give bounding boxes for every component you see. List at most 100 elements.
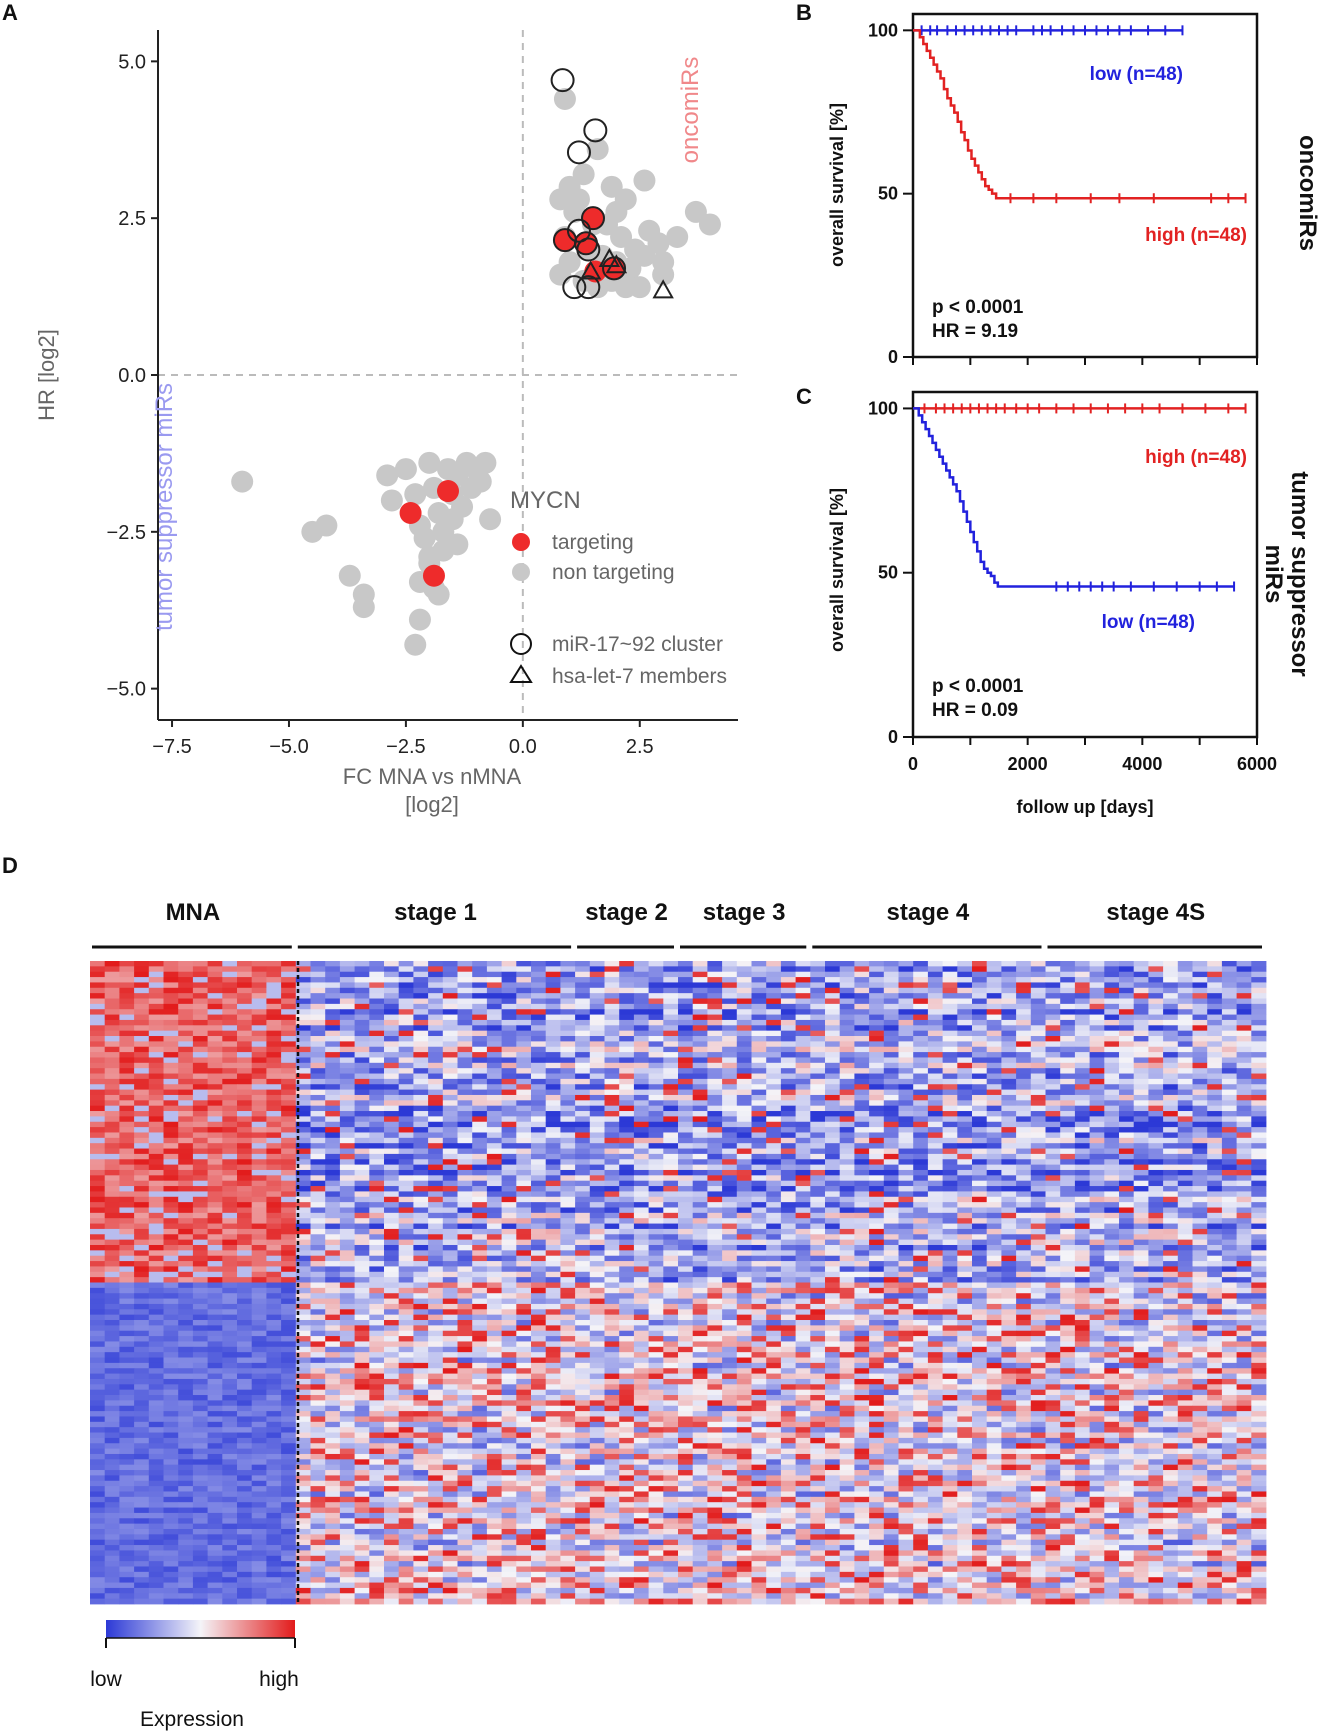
- d-heat-cell: [633, 966, 649, 973]
- d-heat-cell: [457, 1078, 473, 1085]
- d-heat-cell: [825, 1153, 841, 1160]
- d-heat-cell: [1236, 1068, 1252, 1074]
- d-heat-cell: [163, 1164, 179, 1171]
- a-non-targeting-point: [572, 163, 595, 186]
- d-heat-cell: [442, 1234, 458, 1241]
- d-heat-cell: [810, 982, 826, 989]
- d-heat-cell: [90, 1127, 106, 1133]
- d-heat-cell: [1074, 1266, 1090, 1273]
- d-heat-cell: [1104, 1228, 1120, 1235]
- d-heat-cell: [722, 1078, 738, 1085]
- d-heat-cell: [722, 1196, 738, 1203]
- d-heat-cell: [736, 1271, 752, 1278]
- d-heat-cell: [1074, 1073, 1090, 1080]
- d-heat-cell: [692, 1186, 708, 1192]
- d-heat-cell: [369, 1250, 385, 1257]
- d-heat-cell: [369, 1202, 385, 1208]
- d-heat-cell: [354, 1218, 370, 1224]
- d-heat-cell: [237, 1169, 253, 1176]
- d-heat-cell: [251, 1041, 267, 1048]
- d-heat-cell: [854, 1057, 870, 1064]
- d-heat-cell: [428, 1041, 444, 1048]
- d-heat-cell: [633, 1186, 649, 1192]
- d-heat-cell: [883, 1025, 899, 1032]
- d-heat-cell: [589, 1003, 605, 1010]
- d-heat-cell: [192, 1159, 208, 1166]
- d-heat-cell: [972, 1250, 988, 1257]
- d-heat-cell: [692, 966, 708, 973]
- d-heat-cell: [560, 1202, 576, 1208]
- d-heat-cell: [869, 1078, 885, 1085]
- d-heat-cell: [1192, 1153, 1208, 1160]
- d-heat-cell: [678, 1052, 694, 1058]
- d-heat-cell: [766, 1052, 782, 1058]
- d-heat-cell: [1089, 1169, 1105, 1176]
- d-heat-cell: [972, 1025, 988, 1032]
- d-heat-cell: [192, 1186, 208, 1192]
- d-heat-cell: [545, 1116, 561, 1123]
- d-heat-cell: [384, 977, 400, 983]
- d-heat-cell: [428, 1159, 444, 1166]
- d-heat-cell: [251, 1100, 267, 1107]
- d-heat-cell: [310, 1180, 326, 1187]
- d-heat-cell: [678, 1111, 694, 1117]
- d-heat-cell: [1192, 1084, 1208, 1090]
- d-heat-cell: [222, 1223, 238, 1230]
- d-heat-cell: [663, 1046, 679, 1053]
- d-heat-cell: [1236, 1143, 1252, 1149]
- d-heat-cell: [90, 1105, 106, 1112]
- d-heat-cell: [898, 1202, 914, 1208]
- d-heat-cell: [722, 1207, 738, 1214]
- d-heat-cell: [1074, 1255, 1090, 1262]
- d-heat-cell: [648, 1169, 664, 1176]
- d-heat-cell: [104, 1228, 120, 1235]
- d-heat-cell: [266, 1019, 282, 1026]
- d-heat-cell: [633, 1271, 649, 1278]
- d-heat-cell: [413, 1223, 429, 1230]
- d-heat-cell: [986, 1073, 1002, 1080]
- a-axes: −7.5 −5.0 −2.5 0.0 2.55.02.50.0−2.5−5.0: [107, 30, 738, 758]
- d-heat-cell: [722, 1218, 738, 1224]
- d-heat-cell: [531, 1175, 547, 1182]
- d-heat-cell: [237, 1212, 253, 1219]
- d-heat-cell: [986, 1062, 1002, 1069]
- d-heat-cell: [384, 998, 400, 1005]
- d-heat-cell: [1060, 1100, 1076, 1107]
- d-heat-cell: [810, 1202, 826, 1208]
- d-heat-cell: [281, 987, 297, 994]
- d-heat-cell: [486, 982, 502, 989]
- d-heat-cell: [692, 1250, 708, 1257]
- d-heat-cell: [384, 1137, 400, 1144]
- d-heat-cell: [119, 1218, 135, 1224]
- d-heat-cell: [1045, 1073, 1061, 1080]
- d-heat-cell: [1089, 1116, 1105, 1123]
- d-heat-cell: [898, 1218, 914, 1224]
- d-heat-cell: [501, 1159, 517, 1166]
- d-heat-cell: [1119, 1218, 1135, 1224]
- d-heat-cell: [486, 1003, 502, 1010]
- d-heat-cell: [766, 1244, 782, 1251]
- d-heat-cell: [134, 1261, 150, 1267]
- d-heat-cell: [325, 1250, 341, 1257]
- d-heat-cell: [486, 1094, 502, 1101]
- d-heat-cell: [648, 1266, 664, 1273]
- d-heat-cell: [1163, 982, 1179, 989]
- d-heat-cell: [384, 1030, 400, 1037]
- d-heat-cell: [531, 1014, 547, 1021]
- a-non-targeting-point: [619, 257, 642, 280]
- d-heat-cell: [1251, 1046, 1267, 1053]
- d-heat-cell: [839, 1143, 855, 1149]
- d-heat-cell: [1207, 1148, 1223, 1155]
- d-heat-cell: [1133, 1191, 1149, 1198]
- d-heat-cell: [766, 977, 782, 983]
- d-heat-cell: [1089, 1062, 1105, 1069]
- d-heat-cell: [1148, 1068, 1164, 1074]
- d-heat-cell: [1016, 1212, 1032, 1219]
- d-heat-cell: [722, 1250, 738, 1257]
- d-heat-cell: [531, 1036, 547, 1042]
- d-heat-cell: [354, 1057, 370, 1064]
- d-heat-cell: [531, 1003, 547, 1010]
- d-heat-cell: [531, 1084, 547, 1090]
- d-heat-cell: [619, 1175, 635, 1182]
- d-heat-cell: [957, 1153, 973, 1160]
